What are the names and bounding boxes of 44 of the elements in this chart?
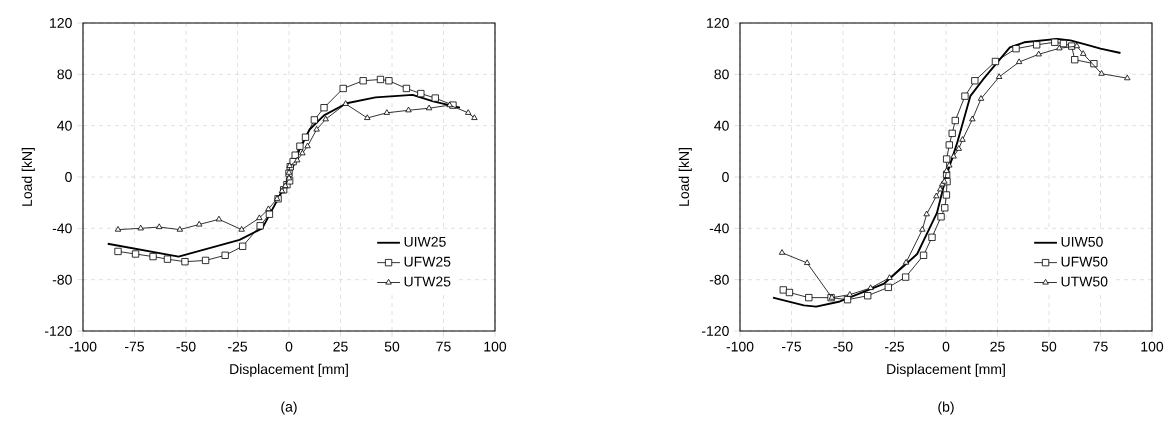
x-tick-label: 100 xyxy=(484,341,507,352)
x-tick-label: -75 xyxy=(782,341,802,352)
x-tick-label: 75 xyxy=(1093,341,1108,352)
x-tick-label: -100 xyxy=(726,341,754,352)
text: (b) xyxy=(938,401,954,415)
legend-label: UTW25 xyxy=(404,276,451,287)
x-tick-label: -50 xyxy=(176,341,196,352)
x-tick-label: 25 xyxy=(990,341,1005,352)
y-tick-label: 0 xyxy=(65,172,72,182)
y-tick-label: 40 xyxy=(57,120,72,131)
y-axis-title: Load [kN] xyxy=(678,148,692,206)
y-tick-label: 40 xyxy=(714,120,729,131)
legend-label: UFW25 xyxy=(404,256,451,267)
legend-label: UIW25 xyxy=(404,236,446,247)
x-tick-label: 50 xyxy=(384,341,400,352)
x-tick-label: 0 xyxy=(942,341,950,352)
x-tick-label: 75 xyxy=(436,341,451,352)
x-tick-label: 25 xyxy=(333,341,348,352)
x-tick-label: -25 xyxy=(228,341,248,352)
x-tick-label: -100 xyxy=(69,341,97,352)
y-tick-label: -40 xyxy=(52,223,72,234)
y-axis-title: Load [kN] xyxy=(21,148,35,206)
x-axis-title: Displacement [mm] xyxy=(230,363,348,377)
y-tick-label: 120 xyxy=(50,18,72,28)
x-tick-label: -50 xyxy=(833,341,853,352)
y-tick-label: 80 xyxy=(57,69,72,80)
y-tick-label: 120 xyxy=(707,18,729,28)
x-tick-label: 50 xyxy=(1041,341,1057,352)
y-tick-label: -80 xyxy=(709,274,729,285)
legend-label: UFW50 xyxy=(1061,256,1108,267)
y-tick-label: -40 xyxy=(709,223,729,234)
x-tick-label: -75 xyxy=(125,341,145,352)
y-tick-label: 80 xyxy=(714,69,729,80)
text: (a) xyxy=(281,401,297,415)
y-tick-label: -120 xyxy=(44,326,72,336)
x-axis-title: Displacement [mm] xyxy=(887,363,1005,377)
x-tick-label: 0 xyxy=(285,341,293,352)
x-tick-label: -25 xyxy=(885,341,905,352)
y-tick-label: -80 xyxy=(52,274,72,285)
y-tick-label: -120 xyxy=(701,326,729,336)
x-tick-label: 100 xyxy=(1141,341,1164,352)
legend-label: UTW50 xyxy=(1061,276,1108,287)
y-tick-label: 0 xyxy=(722,172,729,182)
legend-label: UIW50 xyxy=(1061,236,1103,247)
